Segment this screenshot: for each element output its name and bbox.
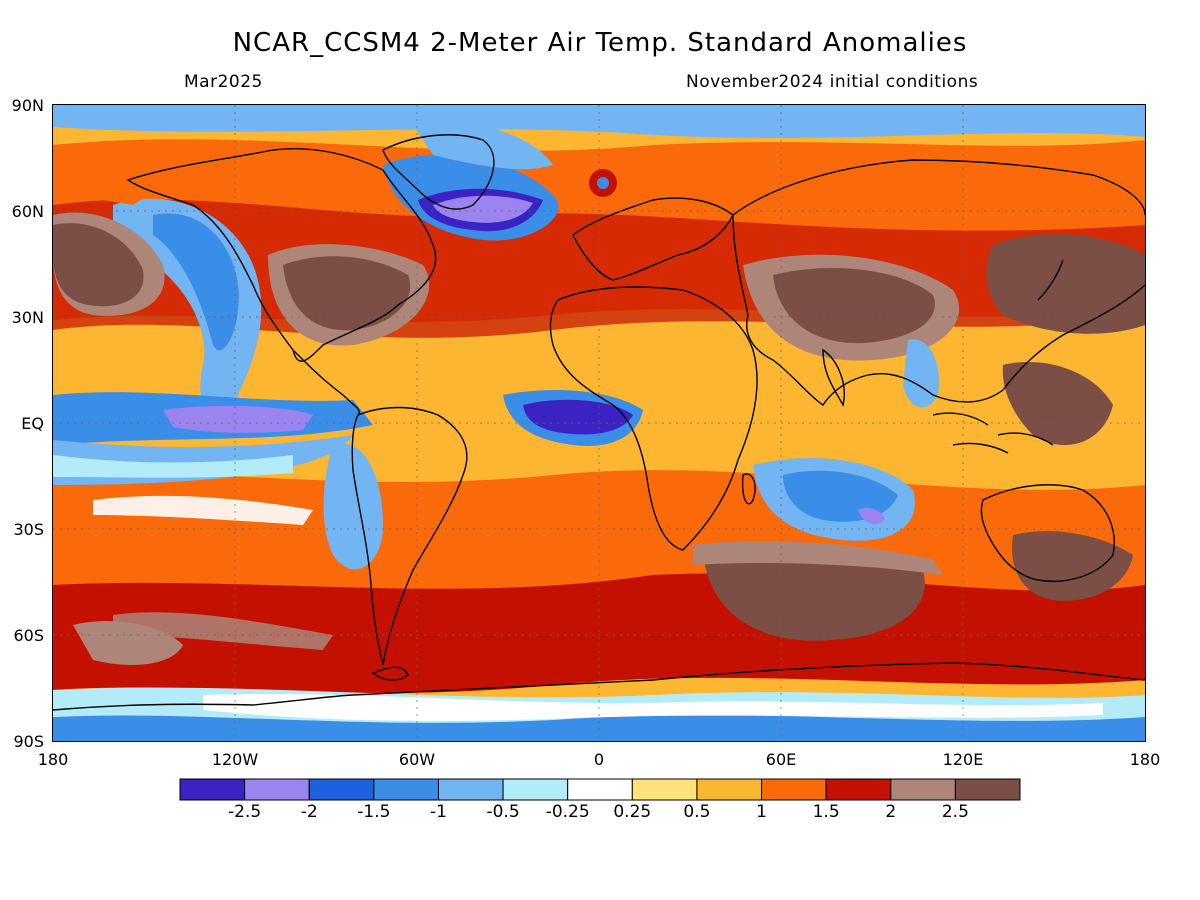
lat-label-60s: 60S (13, 626, 44, 645)
colorbar-label: -0.25 (545, 802, 590, 822)
colorbar-swatch (825, 778, 892, 801)
colorbar-label: -2.5 (228, 802, 262, 822)
lat-label-60n: 60N (11, 202, 44, 221)
colorbar-swatch (761, 778, 827, 801)
lon-label-60w: 60W (398, 750, 436, 769)
initial-conditions: November2024 initial conditions (686, 72, 979, 92)
colorbar-swatch (502, 778, 569, 801)
lat-label-30s: 30S (13, 520, 44, 539)
colorbar-label: -1 (429, 802, 447, 822)
lon-label-180w: 180 (37, 750, 69, 769)
valid-month: Mar2025 (184, 72, 263, 92)
colorbar-label: 1.5 (812, 802, 840, 822)
colorbar-label: -1.5 (357, 802, 391, 822)
lat-label-30n: 30N (11, 308, 44, 327)
colorbar-swatch (308, 778, 375, 801)
chart-title: NCAR_CCSM4 2-Meter Air Temp. Standard An… (232, 28, 968, 58)
lon-label-0: 0 (593, 750, 605, 769)
colorbar-label: -0.5 (486, 802, 520, 822)
lat-label-90n: 90N (11, 96, 44, 115)
colorbar-label: -2 (300, 802, 318, 822)
colorbar-label: 2.5 (941, 802, 969, 822)
colorbar (179, 778, 1021, 801)
colorbar-swatch (631, 778, 698, 801)
anomaly-map (52, 104, 1146, 742)
colorbar-label: 1 (756, 802, 767, 822)
lat-label-90s: 90S (13, 732, 44, 751)
colorbar-swatch (373, 778, 439, 801)
lon-label-120e: 120E (942, 750, 984, 769)
colorbar-label: 0.5 (683, 802, 711, 822)
lon-label-60e: 60E (765, 750, 797, 769)
colorbar-swatch (567, 778, 633, 801)
colorbar-label: 0.25 (613, 802, 652, 822)
colorbar-swatch (696, 778, 763, 801)
lon-label-120w: 120W (211, 750, 259, 769)
colorbar-swatch (437, 778, 504, 801)
colorbar-swatch (179, 778, 246, 801)
colorbar-swatch (954, 778, 1021, 801)
colorbar-label: 2 (885, 802, 897, 822)
colorbar-swatch (244, 778, 310, 801)
colorbar-swatch (890, 778, 956, 801)
lon-label-180e: 180 (1129, 750, 1161, 769)
lat-label-eq: EQ (21, 414, 44, 433)
